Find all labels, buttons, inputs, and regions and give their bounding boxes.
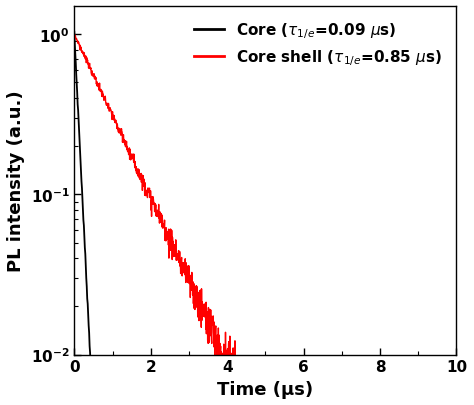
Y-axis label: PL intensity (a.u.): PL intensity (a.u.) xyxy=(7,90,25,271)
Legend: Core ($\tau_{1/e}$=0.09 $\mu$s), Core shell ($\tau_{1/e}$=0.85 $\mu$s): Core ($\tau_{1/e}$=0.09 $\mu$s), Core sh… xyxy=(188,15,449,74)
X-axis label: Time (μs): Time (μs) xyxy=(218,380,313,398)
